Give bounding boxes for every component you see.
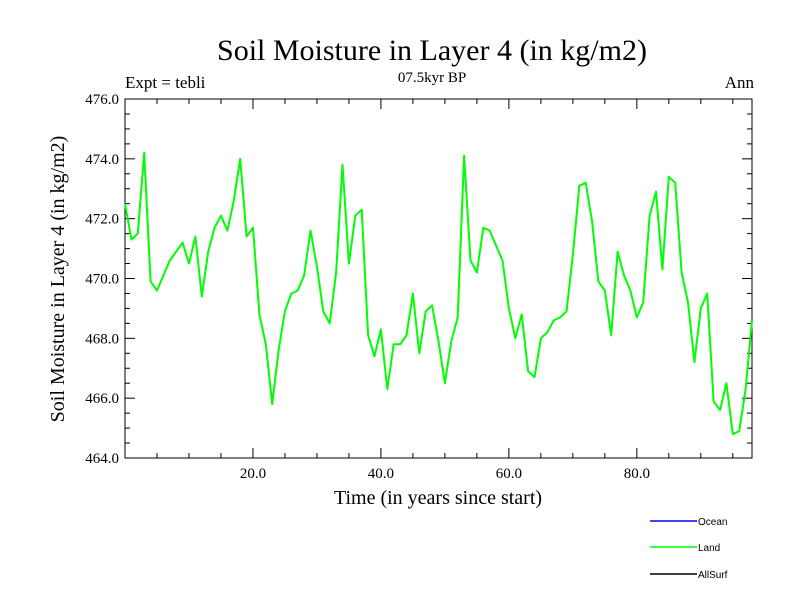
- chart-subtitle: 07.5kyr BP: [398, 70, 466, 86]
- series-line-land: [124, 151, 753, 436]
- x-axis-label: Time (in years since start): [334, 487, 542, 509]
- y-tick-label: 468.0: [85, 331, 119, 347]
- y-tick-label: 464.0: [85, 451, 119, 467]
- y-tick-label: 474.0: [85, 152, 119, 168]
- legend-label-ocean: Ocean: [698, 517, 727, 528]
- y-tick-label: 476.0: [85, 92, 119, 108]
- season-label: Ann: [725, 73, 755, 92]
- y-axis: 464.0 466.0 468.0 470.0 472.0 474.0 476.0: [85, 92, 752, 467]
- x-tick-label: 20.0: [240, 466, 266, 482]
- x-tick-label: 80.0: [624, 466, 650, 482]
- experiment-label: Expt = tebli: [125, 73, 206, 92]
- x-axis: 20.0 40.0 60.0 80.0: [156, 99, 734, 482]
- y-tick-label: 466.0: [85, 391, 119, 407]
- chart-title: Soil Moisture in Layer 4 (in kg/m2): [217, 34, 647, 67]
- plot-frame: [124, 98, 753, 459]
- y-tick-label: 470.0: [85, 272, 119, 288]
- legend: Ocean Land AllSurf: [650, 517, 728, 581]
- x-tick-label: 40.0: [368, 466, 394, 482]
- legend-label-land: Land: [698, 543, 720, 554]
- y-axis-label: Soil Moisture in Layer 4 (in kg/m2): [47, 136, 69, 423]
- legend-label-allsurf: AllSurf: [698, 570, 728, 581]
- y-tick-label: 472.0: [85, 212, 119, 228]
- x-tick-label: 60.0: [496, 466, 522, 482]
